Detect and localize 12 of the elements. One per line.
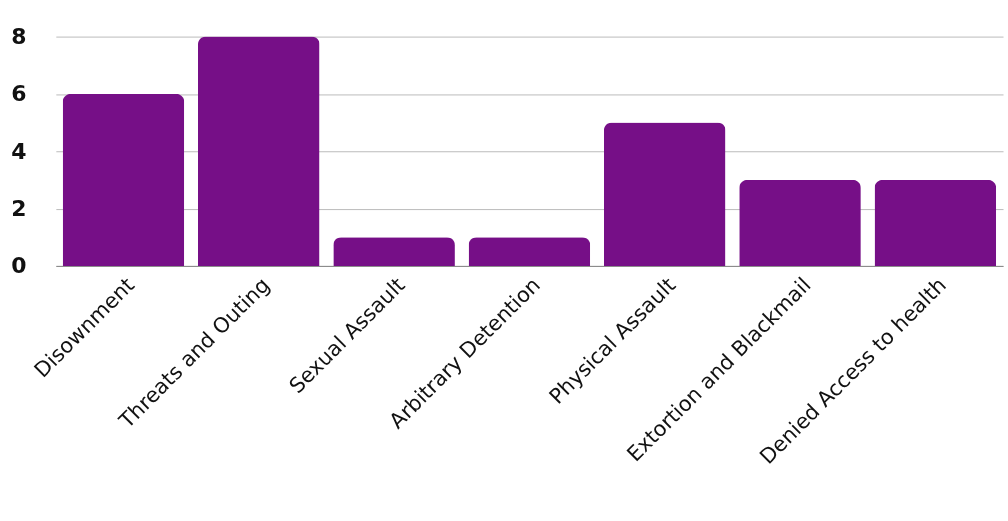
bar xyxy=(603,122,726,266)
bar xyxy=(62,93,185,266)
y-tick-label: 2 xyxy=(11,196,27,222)
bar xyxy=(874,179,997,266)
bar xyxy=(468,237,591,266)
y-tick-label: 6 xyxy=(11,81,27,107)
y-tick-label: 8 xyxy=(11,24,27,50)
y-tick-label: 0 xyxy=(11,253,27,279)
y-tick-label: 4 xyxy=(11,138,27,164)
bar xyxy=(739,179,861,266)
bar xyxy=(333,237,455,266)
bar xyxy=(197,36,320,266)
